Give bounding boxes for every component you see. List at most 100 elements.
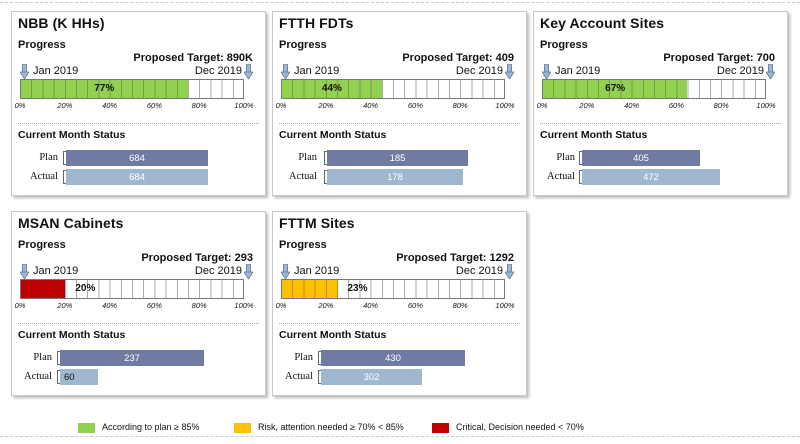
plan-bracket (63, 151, 66, 165)
end-date: Dec 2019 (194, 65, 242, 77)
progress-percent: 44% (321, 83, 342, 94)
plan-bar: 684 (66, 150, 208, 166)
plan-bar: 185 (327, 150, 468, 166)
progress-label: Progress (279, 39, 327, 51)
axis-tick-label: 20% (579, 101, 595, 110)
progress-bar: 20% (20, 279, 244, 299)
end-arrow-icon (505, 264, 514, 279)
progress-fill (21, 280, 66, 298)
end-arrow-icon (244, 64, 253, 79)
plan-bracket (318, 351, 321, 365)
progress-fill (21, 80, 188, 98)
actual-label: Actual (289, 171, 317, 182)
progress-label: Progress (540, 39, 588, 51)
progress-bar: 23% (281, 279, 505, 299)
card-title: FTTM Sites (279, 215, 355, 231)
actual-bar: 472 (582, 169, 720, 185)
actual-bracket (63, 170, 66, 184)
axis-tick-label: 80% (452, 101, 468, 110)
current-month-status-title: Current Month Status (540, 129, 648, 141)
axis-tick-label: 40% (363, 301, 379, 310)
card-key-account-sites: Key Account Sites Progress Proposed Targ… (533, 11, 788, 196)
end-date: Dec 2019 (455, 65, 503, 77)
section-divider (540, 123, 781, 124)
proposed-target: Proposed Target: 293 (141, 252, 253, 264)
legend-swatch (234, 423, 251, 433)
legend-label: Critical, Decision needed < 70% (456, 422, 584, 432)
start-date: Jan 2019 (294, 65, 340, 77)
progress-bar: 44% (281, 79, 505, 99)
start-date: Jan 2019 (555, 65, 601, 77)
plan-label: Plan (298, 152, 317, 163)
plan-label: Plan (556, 152, 575, 163)
axis-tick-label: 20% (57, 301, 73, 310)
axis-tick-label: 100% (234, 101, 254, 110)
axis-tick-label: 0% (14, 101, 26, 110)
actual-bracket (579, 170, 582, 184)
axis-tick-label: 100% (495, 301, 515, 310)
plan-bracket (324, 151, 327, 165)
axis-tick-label: 80% (191, 101, 207, 110)
progress-bar: 77% (20, 79, 244, 99)
current-month-status-title: Current Month Status (279, 329, 387, 341)
start-arrow-icon (20, 64, 29, 79)
proposed-target: Proposed Target: 890K (133, 52, 253, 64)
actual-label: Actual (547, 171, 575, 182)
actual-label: Actual (24, 371, 52, 382)
current-month-status-title: Current Month Status (279, 129, 387, 141)
axis-tick-label: 40% (102, 101, 118, 110)
progress-fill (543, 80, 688, 98)
axis-tick-label: 100% (756, 101, 776, 110)
progress-label: Progress (279, 239, 327, 251)
axis-tick-label: 80% (452, 301, 468, 310)
progress-bar: 67% (542, 79, 766, 99)
axis-tick-label: 100% (234, 301, 254, 310)
plan-label: Plan (294, 352, 313, 363)
actual-label: Actual (30, 171, 58, 182)
axis-tick-label: 0% (14, 301, 26, 310)
current-month-status-title: Current Month Status (18, 329, 126, 341)
actual-label: Actual (285, 371, 313, 382)
start-arrow-icon (281, 64, 290, 79)
start-date: Jan 2019 (33, 65, 79, 77)
end-arrow-icon (244, 264, 253, 279)
progress-axis: 0% 20% 40% 60% 80% 100% (15, 101, 254, 113)
section-divider (279, 123, 520, 124)
plan-bar: 405 (582, 150, 700, 166)
axis-tick-label: 20% (318, 101, 334, 110)
legend-label: According to plan ≥ 85% (102, 422, 200, 432)
actual-bar: 178 (327, 169, 463, 185)
axis-tick-label: 40% (363, 101, 379, 110)
card-nbb: NBB (K HHs) Progress Proposed Target: 89… (11, 11, 266, 196)
actual-bracket (324, 170, 327, 184)
progress-percent: 20% (75, 283, 96, 294)
end-date: Dec 2019 (194, 265, 242, 277)
progress-axis: 0% 20% 40% 60% 80% 100% (276, 301, 515, 313)
plan-bar: 237 (60, 350, 204, 366)
plan-label: Plan (39, 152, 58, 163)
proposed-target: Proposed Target: 1292 (396, 252, 514, 264)
plan-bar: 430 (321, 350, 465, 366)
top-dashed-divider (0, 2, 800, 3)
section-divider (279, 323, 520, 324)
card-title: Key Account Sites (540, 15, 665, 31)
card-msan-cabinets: MSAN Cabinets Progress Proposed Target: … (11, 211, 266, 396)
axis-tick-label: 60% (407, 101, 423, 110)
card-title: MSAN Cabinets (18, 215, 124, 231)
axis-tick-label: 80% (713, 101, 729, 110)
axis-tick-label: 80% (191, 301, 207, 310)
start-date: Jan 2019 (294, 265, 340, 277)
progress-axis: 0% 20% 40% 60% 80% 100% (15, 301, 254, 313)
bottom-dashed-divider (0, 436, 800, 437)
card-fttm-sites: FTTM Sites Progress Proposed Target: 129… (272, 211, 527, 396)
actual-bar: 684 (66, 169, 208, 185)
end-arrow-icon (505, 64, 514, 79)
axis-tick-label: 40% (102, 301, 118, 310)
axis-tick-label: 100% (495, 101, 515, 110)
current-month-status-title: Current Month Status (18, 129, 126, 141)
legend-swatch (432, 423, 449, 433)
card-ftth-fdts: FTTH FDTs Progress Proposed Target: 409 … (272, 11, 527, 196)
plan-bracket (579, 151, 582, 165)
actual-bar: 302 (321, 369, 422, 385)
progress-fill (282, 80, 382, 98)
